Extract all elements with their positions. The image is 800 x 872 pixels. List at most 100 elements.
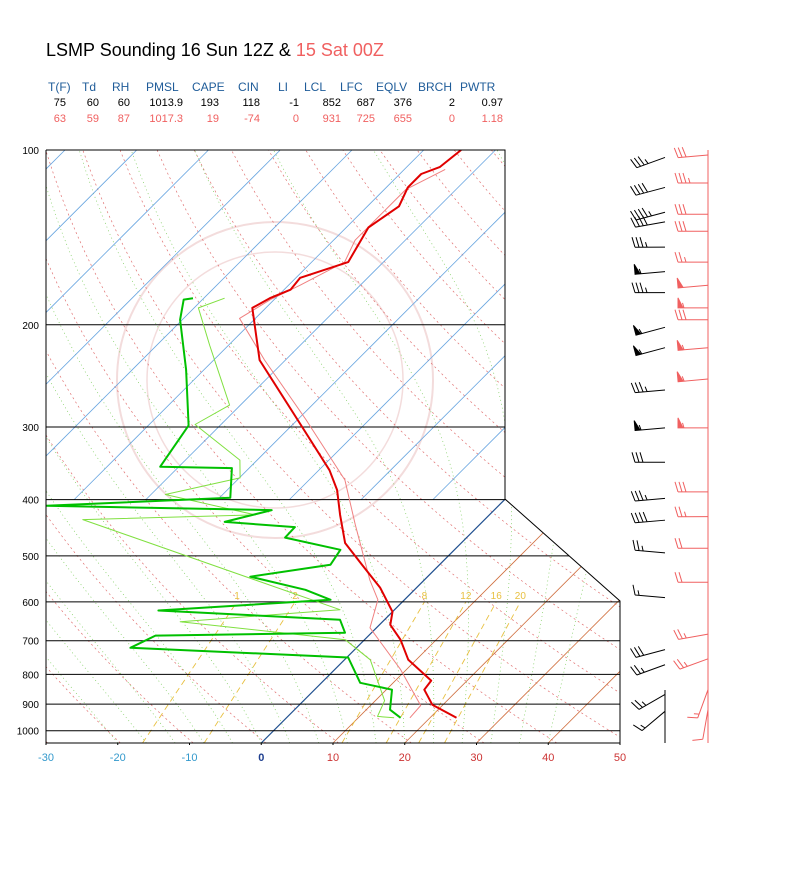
y-tick-label: 100 [22,146,39,157]
moist-adiabat [46,150,205,743]
isotherm [404,150,620,743]
y-tick-label: 300 [22,423,39,434]
wind-barb [674,309,709,321]
moist-adiabat [373,150,512,743]
dry-adiabat [416,150,620,743]
grid: 1 2 8 12 16 201002003004005006007008009001000… [17,146,626,764]
isotherm [476,150,620,743]
mixing-ratio-label: 8 [422,591,428,602]
y-tick-label: 1000 [17,727,40,738]
y-tick-label: 800 [22,670,39,681]
dry-adiabat [342,150,620,743]
isotherm [46,150,138,500]
wind-barb [630,511,666,524]
stats-value: 852 [323,97,341,109]
wind-barb [674,221,709,232]
moist-adiabat [496,150,567,743]
dry-adiabat [46,150,412,743]
title-main: LSMP Sounding 16 Sun 12Z & [46,40,291,60]
dry-adiabat [453,150,620,743]
wind-barb [674,572,709,583]
moist-adiabat [78,150,377,743]
wind-barb [632,584,666,599]
wind-barb [633,420,666,432]
isotherm [332,150,620,743]
wind-barb [676,277,709,289]
stats-value: -74 [244,113,260,125]
stats-value: 19 [207,113,219,125]
moist-adiabat [46,150,119,743]
dry-adiabat [46,150,558,743]
x-tick-label: 10 [327,752,339,764]
stats-value: 1.18 [482,113,503,125]
stats-header: T(F) [48,80,71,94]
stats-value: 0 [449,113,455,125]
moist-adiabat [46,150,262,743]
stats-header: LCL [304,80,326,94]
isotherm [547,150,620,743]
stats-value: 725 [357,113,375,125]
profile-line [251,150,462,719]
title-compare: 15 Sat 00Z [296,40,384,60]
moist-adiabat [46,150,147,743]
dry-adiabat [156,150,620,743]
stats-header: Td [82,80,96,94]
mixing-ratio-line [203,601,296,743]
mixing-ratio-line [142,601,238,743]
wind-barb [632,345,666,357]
stats-value: 59 [87,113,99,125]
wind-barb [631,282,666,294]
profiles [46,150,462,719]
mixing-ratio-line [385,601,467,743]
dry-adiabat [528,150,620,743]
x-tick-label: -10 [182,752,198,764]
dry-adiabat [46,150,485,743]
wind-barb [630,182,666,196]
stats-value: 1017.3 [149,113,183,125]
dry-adiabat [119,150,620,743]
wind-barb [673,147,709,159]
y-tick-label: 400 [22,496,39,507]
wind-barb [632,539,666,554]
moist-adiabat [194,150,435,743]
wind-barb [630,664,666,676]
stats-value: 63 [54,113,66,125]
x-tick-label: 40 [542,752,554,764]
wind-barb [630,156,666,169]
moist-adiabat [46,150,233,743]
wind-barb [673,658,709,670]
wind-barb [633,264,666,275]
dry-adiabat [46,150,121,743]
wind-barb [687,689,709,719]
stats-header: PWTR [460,80,496,94]
stats-value: 118 [242,97,260,109]
x-tick-label: 50 [614,752,626,764]
y-tick-label: 700 [22,637,39,648]
dry-adiabat [751,150,800,743]
dry-adiabat [46,150,267,743]
x-tick-label: -30 [38,752,54,764]
y-tick-label: 200 [22,321,39,332]
x-tick-label: 20 [399,752,411,764]
dry-adiabat [46,150,48,743]
moist-adiabat [46,150,319,743]
watermark [146,251,404,509]
stats-header: RH [112,80,129,94]
wind-barb [674,538,709,549]
dry-adiabat [714,150,800,743]
stats-value: 60 [118,97,130,109]
wind-barb [674,204,709,215]
stats-value: 0.97 [482,97,503,109]
mixing-ratio-line [341,601,425,743]
wind-barb [692,709,709,741]
stats-value: 0 [293,113,299,125]
stats-value: 60 [87,97,99,109]
stats-value: 75 [54,97,66,109]
mixing-ratio-label: 16 [491,591,503,602]
stats-header: EQLV [376,80,407,94]
watermark [116,221,434,539]
stats-header: PMSL [146,80,179,94]
moist-adiabat [46,150,176,743]
wind-barb [630,646,666,658]
